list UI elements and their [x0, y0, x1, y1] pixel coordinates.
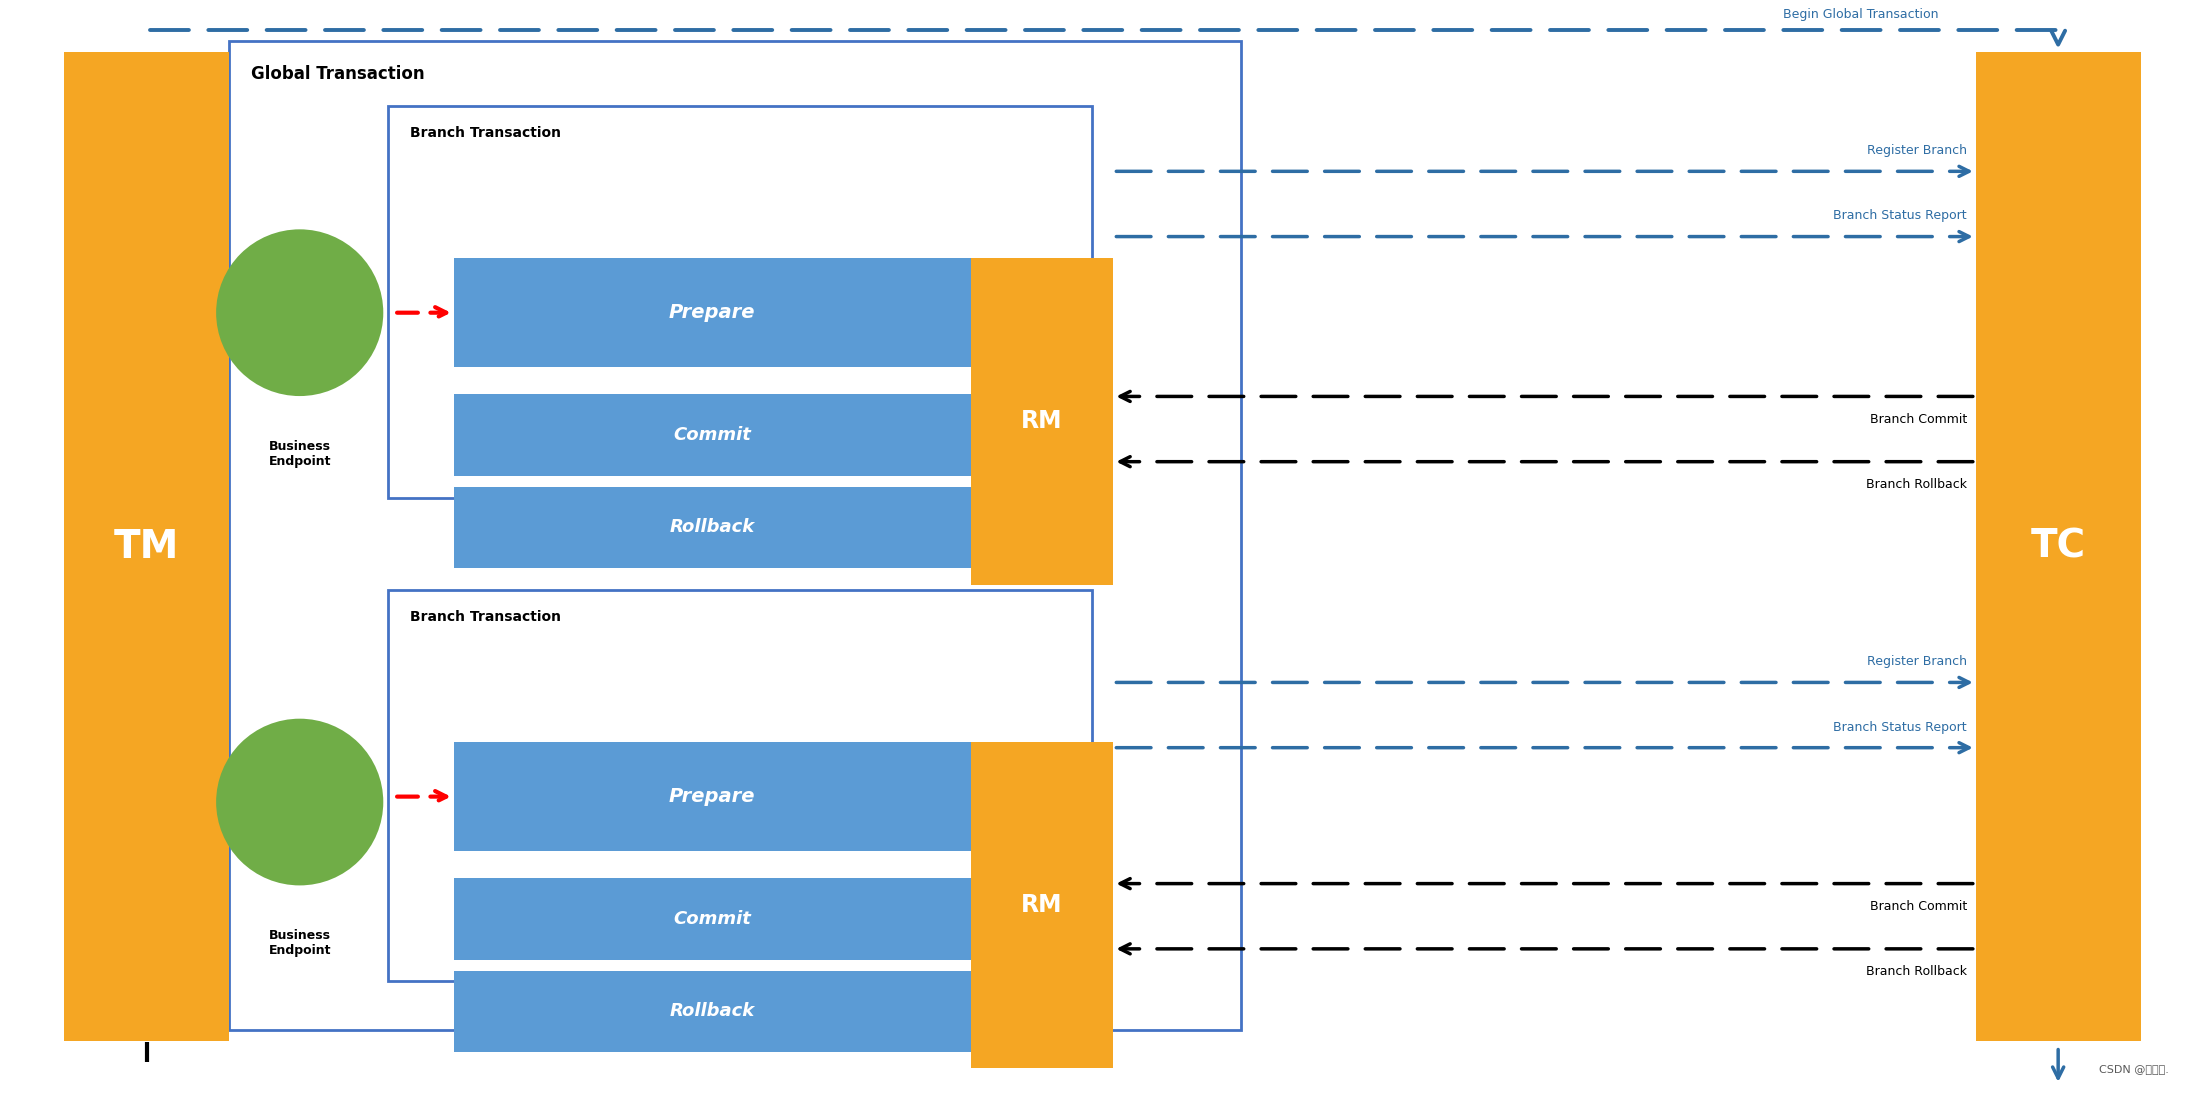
Bar	[454, 878, 970, 960]
Text: TM: TM	[115, 528, 179, 565]
Text: RM: RM	[1021, 410, 1063, 434]
Ellipse shape	[216, 719, 384, 885]
Text: Begin Global Transaction: Begin Global Transaction	[1784, 9, 1938, 21]
Text: Rollback: Rollback	[670, 1002, 754, 1021]
Text: RM: RM	[1021, 893, 1063, 917]
Text: Business
Endpoint: Business Endpoint	[269, 439, 331, 468]
Text: Commit: Commit	[673, 910, 752, 928]
Bar	[454, 742, 970, 851]
Bar	[1976, 51, 2141, 1042]
Bar	[454, 395, 970, 475]
Text: Commit: Commit	[673, 426, 752, 444]
Bar	[454, 486, 970, 568]
Text: Prepare: Prepare	[668, 787, 756, 807]
Text: Register Branch: Register Branch	[1868, 144, 1967, 157]
Bar	[229, 40, 1241, 1031]
Text: TC: TC	[2031, 528, 2086, 565]
Text: Branch Status Report: Branch Status Report	[1832, 210, 1967, 223]
Text: Branch Transaction: Branch Transaction	[410, 610, 560, 624]
Text: Branch Transaction: Branch Transaction	[410, 126, 560, 140]
Bar	[970, 742, 1114, 1069]
Bar	[64, 51, 229, 1042]
Text: Business
Endpoint: Business Endpoint	[269, 929, 331, 956]
Text: Prepare: Prepare	[668, 303, 756, 322]
Text: Register Branch: Register Branch	[1868, 656, 1967, 668]
Bar	[454, 971, 970, 1053]
Text: Branch Commit: Branch Commit	[1870, 900, 1967, 913]
Text: Global Transaction: Global Transaction	[251, 64, 426, 83]
Text: CSDN @吴名氏.: CSDN @吴名氏.	[2099, 1063, 2170, 1074]
Bar	[388, 590, 1091, 982]
Text: Branch Status Report: Branch Status Report	[1832, 720, 1967, 733]
Bar	[388, 106, 1091, 497]
Text: Branch Rollback: Branch Rollback	[1865, 478, 1967, 491]
Text: Branch Commit: Branch Commit	[1870, 413, 1967, 426]
Text: Branch Rollback: Branch Rollback	[1865, 965, 1967, 978]
Bar	[970, 258, 1114, 585]
Bar	[454, 258, 970, 367]
Ellipse shape	[216, 230, 384, 396]
Text: Rollback: Rollback	[670, 518, 754, 537]
